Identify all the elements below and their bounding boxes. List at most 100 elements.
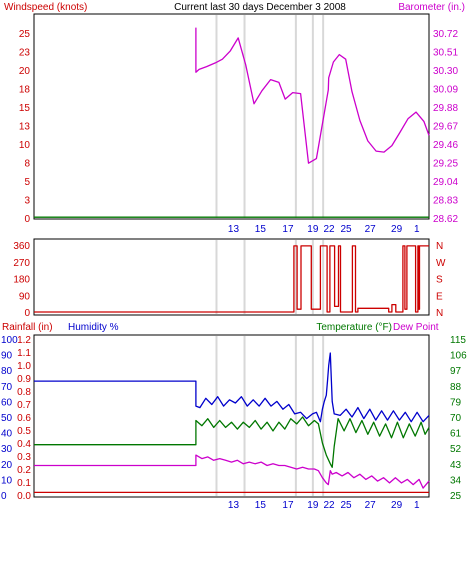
rainfall-tick-label: 1.0 bbox=[17, 361, 31, 372]
panel3-x-ticks: 13 15 17 19 22 25 27 29 1 bbox=[228, 500, 420, 511]
rainfall-tick-label: 1.1 bbox=[17, 348, 31, 359]
windspeed-tick-label: 10 bbox=[19, 140, 31, 151]
barometer-tick-label: 29.88 bbox=[433, 103, 458, 114]
x-tick-label: 25 bbox=[340, 500, 352, 511]
barometer-ticks: 30.72 30.51 30.30 30.09 29.88 29.67 29.46 29.25… bbox=[433, 29, 458, 225]
humidity-tick-label: 90 bbox=[1, 351, 13, 362]
direction-degree-label: 180 bbox=[13, 275, 30, 286]
rainfall-tick-label: 0.7 bbox=[17, 400, 31, 411]
humidity-tick-label: 60 bbox=[1, 397, 13, 408]
temperature-axis-label: Temperature (°F) bbox=[316, 322, 392, 333]
x-tick-label: 27 bbox=[365, 500, 377, 511]
rainfall-tick-label: 0.9 bbox=[17, 374, 31, 385]
barometer-axis-label: Barometer (in.) bbox=[398, 2, 465, 13]
temperature-tick-label: 106 bbox=[450, 351, 467, 362]
direction-compass-label: N bbox=[436, 308, 443, 319]
windspeed-tick-label: 5 bbox=[24, 177, 30, 188]
x-tick-label: 22 bbox=[324, 500, 336, 511]
windspeed-tick-label: 8 bbox=[24, 159, 30, 170]
direction-degree-label: 0 bbox=[24, 308, 30, 319]
panel1-frame bbox=[33, 13, 430, 220]
x-tick-label: 17 bbox=[282, 500, 294, 511]
barometer-tick-label: 30.30 bbox=[433, 66, 458, 77]
windspeed-tick-label: 3 bbox=[24, 196, 30, 207]
direction-compass-label: W bbox=[436, 258, 446, 269]
rainfall-tick-label: 0.1 bbox=[17, 478, 31, 489]
temperature-line bbox=[34, 416, 430, 468]
x-tick-label: 27 bbox=[365, 224, 377, 235]
direction-degree-ticks: 360 270 180 90 0 bbox=[13, 241, 30, 319]
rainfall-ticks: 1.2 1.1 1.0 0.9 0.8 0.7 0.6 0.5 0.4 0.3 0.2 0.1 0.0 bbox=[17, 335, 31, 502]
x-tick-label: 17 bbox=[282, 224, 294, 235]
wind-baro-panel: Windspeed (knots) Current last 30 days D… bbox=[4, 2, 465, 235]
x-tick-label: 25 bbox=[340, 224, 352, 235]
x-tick-label: 13 bbox=[228, 500, 240, 511]
rainfall-tick-label: 0.5 bbox=[17, 426, 31, 437]
direction-degree-label: 270 bbox=[13, 258, 30, 269]
barometer-tick-label: 29.25 bbox=[433, 159, 458, 170]
windspeed-axis-label: Windspeed (knots) bbox=[4, 2, 87, 13]
barometer-line bbox=[195, 27, 430, 164]
rainfall-axis-label: Rainfall (in) bbox=[2, 322, 53, 333]
temperature-tick-label: 115 bbox=[450, 335, 466, 346]
x-tick-label: 1 bbox=[414, 500, 420, 511]
temperature-tick-label: 97 bbox=[450, 366, 462, 377]
x-tick-label: 15 bbox=[255, 500, 267, 511]
humidity-tick-label: 80 bbox=[1, 366, 13, 377]
x-tick-label: 19 bbox=[307, 500, 319, 511]
panel2-frame bbox=[33, 238, 430, 316]
barometer-tick-label: 30.51 bbox=[433, 48, 458, 59]
temperature-tick-label: 88 bbox=[450, 382, 462, 393]
rainfall-tick-label: 0.8 bbox=[17, 387, 31, 398]
humidity-line bbox=[34, 352, 430, 423]
panel3-series bbox=[34, 352, 430, 494]
windspeed-tick-label: 18 bbox=[19, 85, 31, 96]
windspeed-ticks: 25 23 20 18 15 13 10 8 5 3 0 bbox=[19, 29, 31, 225]
humidity-tick-label: 20 bbox=[1, 460, 13, 471]
barometer-tick-label: 30.09 bbox=[433, 85, 458, 96]
barometer-tick-label: 29.46 bbox=[433, 140, 458, 151]
x-tick-label: 15 bbox=[255, 224, 267, 235]
rainfall-tick-label: 0.0 bbox=[17, 491, 31, 502]
x-tick-label: 1 bbox=[414, 224, 420, 235]
x-tick-label: 13 bbox=[228, 224, 240, 235]
temperature-tick-label: 43 bbox=[450, 460, 462, 471]
temperature-tick-label: 34 bbox=[450, 475, 462, 486]
rainfall-tick-label: 0.2 bbox=[17, 465, 31, 476]
temperature-tick-label: 70 bbox=[450, 413, 462, 424]
humidity-tick-label: 0 bbox=[1, 491, 7, 502]
panel2-gridlines bbox=[215, 240, 325, 314]
humidity-tick-label: 50 bbox=[1, 413, 13, 424]
humidity-tick-label: 30 bbox=[1, 444, 13, 455]
direction-degree-label: 90 bbox=[19, 291, 31, 302]
x-tick-label: 19 bbox=[307, 224, 319, 235]
temperature-tick-label: 52 bbox=[450, 444, 462, 455]
panel3-frame bbox=[33, 334, 430, 498]
windspeed-tick-label: 13 bbox=[19, 122, 31, 133]
dewpoint-axis-label: Dew Point bbox=[393, 322, 439, 333]
humidity-tick-label: 100 bbox=[1, 335, 18, 346]
dewpoint-line bbox=[34, 454, 430, 489]
rainfall-tick-label: 0.3 bbox=[17, 452, 31, 463]
temperature-tick-label: 61 bbox=[450, 429, 462, 440]
barometer-tick-label: 30.72 bbox=[433, 29, 458, 40]
panel1-x-ticks: 13 15 17 19 22 25 27 29 1 bbox=[228, 224, 420, 235]
rainfall-tick-label: 0.6 bbox=[17, 413, 31, 424]
direction-compass-label: N bbox=[436, 241, 443, 252]
x-tick-label: 29 bbox=[391, 500, 403, 511]
x-tick-label: 22 bbox=[324, 224, 336, 235]
windspeed-tick-label: 23 bbox=[19, 48, 31, 59]
temperature-ticks: 115 106 97 88 79 70 61 52 43 34 25 bbox=[450, 335, 467, 502]
rainfall-tick-label: 1.2 bbox=[17, 335, 31, 346]
panel1-series bbox=[34, 27, 430, 218]
direction-compass-label: E bbox=[436, 291, 443, 302]
panel2-series bbox=[34, 245, 429, 313]
windspeed-tick-label: 20 bbox=[19, 66, 31, 77]
humidity-tick-label: 10 bbox=[1, 475, 13, 486]
chart-title: Current last 30 days December 3 2008 bbox=[174, 2, 346, 13]
windspeed-tick-label: 15 bbox=[19, 103, 31, 114]
barometer-tick-label: 28.62 bbox=[433, 214, 458, 225]
